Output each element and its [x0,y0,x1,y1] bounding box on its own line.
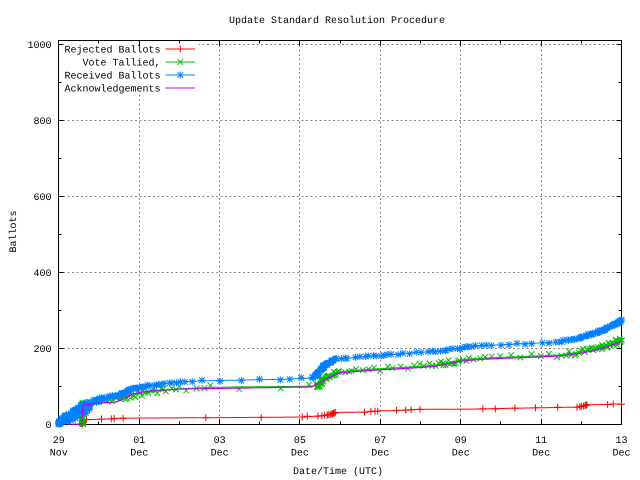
svg-text:Nov: Nov [50,448,68,459]
svg-text:Dec: Dec [291,448,309,459]
svg-text:Dec: Dec [532,448,550,459]
svg-text:Dec: Dec [371,448,389,459]
svg-text:600: 600 [33,193,51,204]
svg-text:Ballots: Ballots [8,210,20,252]
svg-text:Dec: Dec [452,448,470,459]
svg-text:Rejected Ballots: Rejected Ballots [64,45,160,57]
svg-text:01: 01 [133,436,145,447]
svg-text:Acknowledgements: Acknowledgements [64,84,160,96]
svg-text:Date/Time (UTC): Date/Time (UTC) [293,466,383,478]
svg-text:1000: 1000 [27,41,51,52]
svg-text:11: 11 [535,436,547,447]
svg-text:Dec: Dec [612,448,630,459]
svg-text:0: 0 [45,421,51,432]
svg-text:Vote Tallied,: Vote Tallied, [82,58,160,70]
svg-text:Dec: Dec [130,448,148,459]
svg-text:Update Standard Resolution Pro: Update Standard Resolution Procedure [229,15,445,27]
svg-text:Dec: Dec [211,448,229,459]
svg-text:09: 09 [455,436,467,447]
svg-text:29: 29 [53,436,65,447]
svg-text:03: 03 [214,436,226,447]
svg-text:05: 05 [294,436,306,447]
svg-text:400: 400 [33,269,51,280]
svg-text:200: 200 [33,345,51,356]
svg-text:800: 800 [33,117,51,128]
svg-text:Received Ballots: Received Ballots [64,71,160,83]
svg-text:07: 07 [374,436,386,447]
svg-text:13: 13 [615,436,627,447]
